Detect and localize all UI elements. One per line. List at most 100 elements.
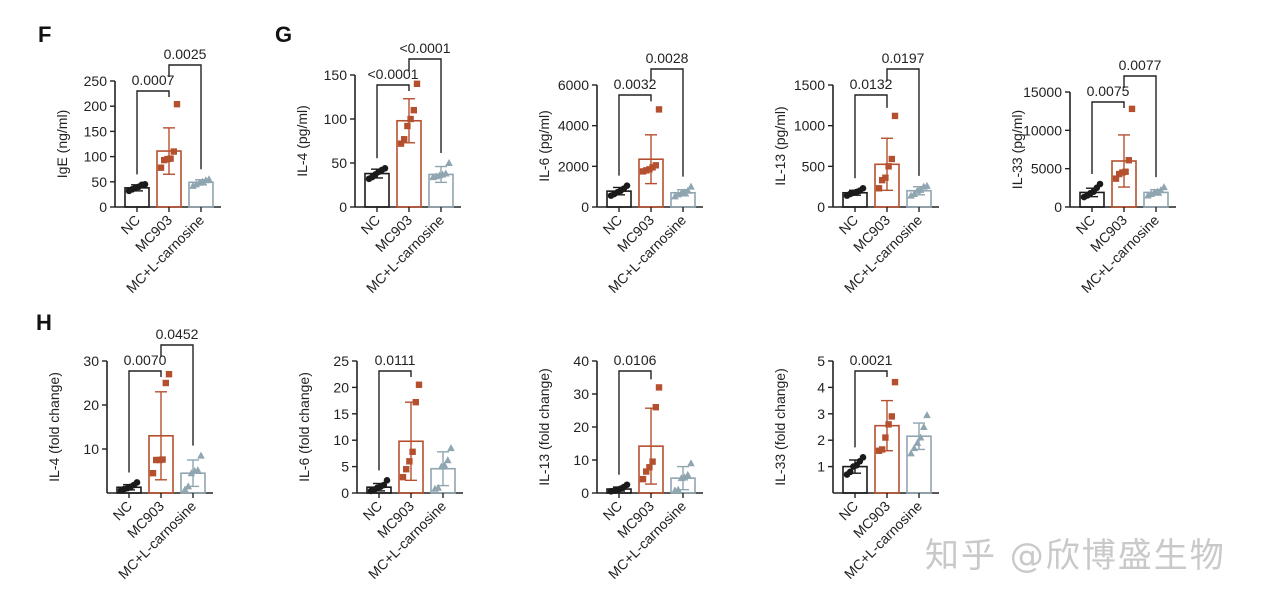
y-tick-label: 30 [83, 353, 99, 369]
data-point [409, 448, 416, 456]
data-point [162, 379, 169, 387]
y-tick-label: 15000 [1023, 84, 1062, 100]
p-value-label: 0.0028 [646, 50, 689, 66]
p-value-label: 0.0132 [850, 76, 893, 92]
y-tick-label: 150 [324, 67, 348, 83]
y-axis-title: IL-6 (fold change) [296, 372, 312, 482]
data-point [923, 181, 931, 189]
y-tick-label: 250 [84, 73, 108, 89]
data-point [412, 398, 419, 406]
y-tick-label: 15 [333, 406, 349, 422]
data-point [184, 482, 192, 490]
y-axis-title: IgE (ng/ml) [54, 110, 70, 178]
p-value-label: 0.0111 [375, 352, 416, 368]
significance-bracket [128, 370, 162, 473]
y-tick-label: 200 [84, 98, 108, 114]
data-point [410, 107, 417, 114]
data-point [1112, 175, 1120, 182]
y-tick-label: 10 [83, 441, 99, 457]
data-point [141, 181, 149, 188]
data-point [440, 461, 449, 469]
data-point [445, 159, 453, 166]
p-value-label: 0.0032 [614, 76, 657, 92]
p-value-label: <0.0001 [368, 66, 419, 82]
y-tick-label: 1000 [794, 118, 825, 134]
data-point [383, 477, 391, 484]
significance-bracket [376, 84, 410, 159]
y-axis-title: IL-4 (pg/ml) [294, 105, 310, 177]
y-tick-label: 50 [91, 174, 107, 190]
data-point [413, 80, 421, 87]
y-tick-label: 0 [817, 199, 825, 215]
data-point [170, 148, 177, 155]
data-point [652, 162, 659, 169]
y-tick-label: 5 [817, 353, 825, 369]
significance-bracket [886, 68, 920, 176]
y-tick-label: 10 [573, 452, 589, 468]
data-point [401, 136, 408, 143]
data-point [655, 106, 663, 113]
data-point [910, 444, 918, 452]
data-point [165, 371, 173, 378]
data-point [157, 164, 165, 171]
data-point [875, 185, 883, 192]
y-tick-label: 0 [1054, 199, 1062, 215]
p-value-label: 0.0452 [156, 326, 199, 342]
p-value-label: <0.0001 [400, 40, 451, 56]
category-label: NC [835, 498, 861, 524]
data-point [1122, 168, 1129, 175]
data-point [920, 423, 928, 430]
data-point [407, 115, 414, 123]
y-axis-title: IL-33 (fold change) [772, 368, 788, 486]
y-axis-title: IL-6 (pg/ml) [536, 110, 552, 182]
y-axis-title: IL-13 (pg/ml) [772, 106, 788, 185]
y-tick-label: 4000 [558, 118, 589, 134]
data-point [197, 451, 205, 459]
data-point [684, 470, 692, 478]
panel-letter-F: F [38, 22, 51, 47]
y-tick-label: 40 [573, 353, 589, 369]
significance-bracket [378, 370, 412, 471]
p-value-label: 0.0075 [1087, 83, 1130, 99]
category-label: NC [835, 212, 861, 238]
p-value-label: 0.0070 [124, 352, 167, 368]
data-point [1119, 169, 1126, 176]
data-point [923, 411, 931, 419]
significance-bracket [1123, 75, 1157, 178]
data-point [403, 466, 410, 473]
data-point [187, 469, 196, 477]
data-point [888, 155, 895, 163]
y-tick-label: 100 [324, 111, 348, 127]
data-point [205, 175, 213, 183]
y-tick-label: 0 [339, 199, 347, 215]
data-point [623, 481, 631, 489]
data-point [646, 464, 653, 471]
y-tick-label: 50 [331, 155, 347, 171]
p-value-label: 0.0025 [164, 46, 207, 62]
y-tick-label: 10000 [1023, 122, 1062, 138]
p-value-label: 0.0197 [882, 50, 925, 66]
y-tick-label: 5 [341, 459, 349, 475]
data-point [649, 458, 656, 465]
category-label: NC [599, 212, 625, 238]
y-tick-label: 0 [581, 485, 589, 501]
data-point [859, 184, 867, 192]
y-tick-label: 150 [84, 123, 108, 139]
significance-bracket [408, 58, 442, 153]
data-point [888, 413, 895, 420]
y-tick-label: 1500 [794, 77, 825, 93]
data-point [885, 421, 892, 428]
data-point [652, 404, 659, 411]
y-tick-label: 30 [573, 386, 589, 402]
panel-letter-H: H [36, 310, 52, 335]
y-tick-label: 4 [817, 379, 825, 395]
data-point [149, 470, 157, 477]
data-point [623, 182, 631, 189]
data-point [882, 434, 889, 441]
